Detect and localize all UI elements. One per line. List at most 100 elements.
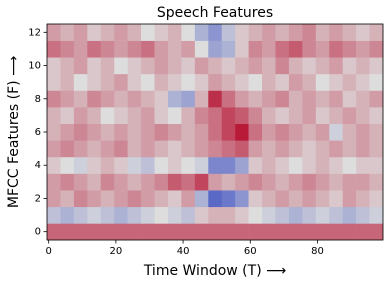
chart-title: Speech Features [157, 5, 273, 21]
heatmap-cell [275, 24, 290, 41]
heatmap-cell [60, 173, 75, 191]
heatmap-cell [208, 173, 223, 191]
heatmap-cell [73, 73, 88, 91]
heatmap-cell [288, 24, 303, 41]
heatmap-cell [288, 123, 303, 141]
heatmap-cell [47, 73, 61, 91]
heatmap-cell [114, 40, 128, 58]
heatmap-cell [181, 123, 196, 141]
heatmap-cell [141, 57, 155, 75]
heatmap-cell [60, 40, 75, 58]
heatmap-cell [262, 90, 276, 108]
heatmap-cell [114, 156, 128, 174]
heatmap-cell [315, 223, 330, 241]
heatmap-cell [288, 73, 303, 91]
heatmap-cell [329, 156, 343, 174]
heatmap-cell [194, 206, 209, 224]
heatmap-cell [194, 40, 209, 58]
heatmap-cell [221, 190, 236, 208]
heatmap-cell [47, 206, 61, 224]
heatmap-cell [262, 57, 276, 75]
heatmap-cell [248, 223, 263, 241]
heatmap-cell [221, 90, 236, 108]
heatmap-cell [181, 40, 196, 58]
x-tick-label: 40 [177, 246, 190, 257]
heatmap-cell [87, 90, 102, 108]
heatmap-cell [60, 206, 75, 224]
heatmap-cell [342, 107, 357, 124]
x-tick-label: 80 [311, 246, 324, 257]
heatmap-cell [87, 206, 102, 224]
heatmap-cell [154, 24, 169, 41]
heatmap-cell [221, 123, 236, 141]
heatmap-cell [114, 123, 128, 141]
heatmap-cell [154, 73, 169, 91]
heatmap-cell [329, 140, 343, 158]
heatmap-cell [181, 190, 196, 208]
heatmap-cell [248, 57, 263, 75]
heatmap-cell [127, 123, 142, 141]
heatmap-cell [302, 57, 317, 75]
heatmap-cell [127, 223, 142, 241]
heatmap-cell [100, 24, 115, 41]
heatmap-cell [235, 40, 249, 58]
heatmap-cell [141, 173, 155, 191]
heatmap-cell [73, 156, 88, 174]
heatmap-cell [356, 140, 370, 158]
heatmap-cell [302, 223, 317, 241]
heatmap-cell [167, 206, 182, 224]
heatmap-cell [60, 156, 75, 174]
heatmap-cell [194, 107, 209, 124]
heatmap-cell [342, 40, 357, 58]
heatmap-cell [221, 173, 236, 191]
heatmap-cell [194, 73, 209, 91]
heatmap-cell [141, 123, 155, 141]
heatmap-cell [100, 107, 115, 124]
heatmap-cell [248, 140, 263, 158]
heatmap-cell [262, 206, 276, 224]
heatmap-cell [342, 223, 357, 241]
heatmap-cell [329, 190, 343, 208]
heatmap-cell [315, 107, 330, 124]
heatmap-cell [167, 24, 182, 41]
y-axis-label: MFCC Features (F) ⟶ [6, 56, 22, 208]
heatmap-cell [369, 223, 384, 241]
heatmap-cell [87, 73, 102, 91]
heatmap-cell [114, 90, 128, 108]
heatmap-cell [100, 90, 115, 108]
heatmap-cell [288, 223, 303, 241]
heatmap-cell [73, 223, 88, 241]
heatmap-cell [248, 190, 263, 208]
heatmap-cell [100, 140, 115, 158]
heatmap-cell [329, 24, 343, 41]
heatmap-cell [73, 90, 88, 108]
heatmap-cell [114, 57, 128, 75]
heatmap-cell [329, 73, 343, 91]
heatmap-cell [342, 73, 357, 91]
heatmap-cell [60, 190, 75, 208]
heatmap-cell [329, 40, 343, 58]
heatmap-cell [87, 107, 102, 124]
heatmap-cell [356, 190, 370, 208]
heatmap-cell [73, 57, 88, 75]
heatmap-cell [342, 123, 357, 141]
heatmap-cell [235, 140, 249, 158]
heatmap-cell [154, 57, 169, 75]
heatmap-cell [235, 107, 249, 124]
heatmap-cell [100, 156, 115, 174]
heatmap-cell [208, 40, 223, 58]
heatmap-cell [87, 223, 102, 241]
heatmap-cell [208, 223, 223, 241]
heatmap-cell [127, 24, 142, 41]
heatmap-cell [114, 190, 128, 208]
heatmap-cell [275, 40, 290, 58]
heatmap-cell [194, 90, 209, 108]
heatmap-cell [87, 24, 102, 41]
heatmap-cell [315, 73, 330, 91]
heatmap-cell [73, 40, 88, 58]
heatmap-cell [127, 73, 142, 91]
heatmap-cell [342, 24, 357, 41]
heatmap-cell [275, 190, 290, 208]
heatmap-cell [154, 107, 169, 124]
heatmap-cell [329, 223, 343, 241]
